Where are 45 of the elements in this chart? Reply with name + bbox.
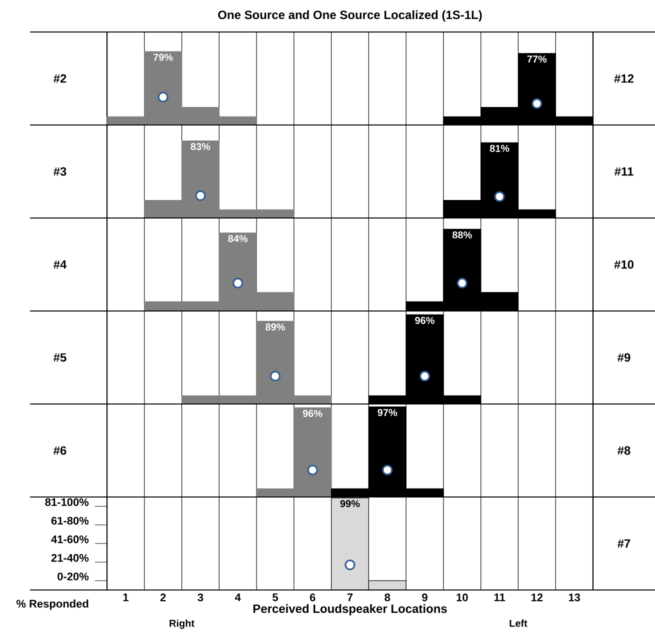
text: Right bbox=[170, 620, 194, 629]
x-tick-label: 3 bbox=[198, 594, 204, 602]
text: % Responded bbox=[16, 600, 88, 610]
text: 41-60% bbox=[51, 535, 89, 544]
data-label: 77% bbox=[527, 56, 547, 63]
data-label: 96% bbox=[415, 316, 435, 324]
x-tick-label: 1 bbox=[123, 594, 128, 602]
y-axis-title: #6 bbox=[54, 446, 66, 455]
y2-axis-title: #7 bbox=[618, 539, 630, 548]
y2-axis-title: #11 bbox=[614, 167, 634, 176]
x-tick-label: 5 bbox=[272, 594, 278, 602]
x-tick-label: 12 bbox=[531, 594, 543, 602]
data-label: 88% bbox=[452, 231, 472, 238]
x-tick-label: 9 bbox=[422, 594, 428, 602]
data-label: 81% bbox=[490, 144, 510, 152]
x-tick-label: 8 bbox=[384, 594, 390, 602]
text: 0-20% bbox=[58, 572, 89, 580]
y-axis-title: #2 bbox=[54, 74, 66, 83]
data-label: 99% bbox=[340, 500, 360, 508]
x-tick-label: 6 bbox=[310, 594, 316, 602]
y2-axis-title: #8 bbox=[618, 446, 630, 455]
y2-axis-title: #10 bbox=[614, 260, 634, 269]
y2-axis-title: #9 bbox=[618, 353, 630, 362]
text: 81-100% bbox=[45, 498, 89, 506]
x-axis-title: Perceived Loudspeaker Locations bbox=[253, 604, 447, 616]
text: 61-80% bbox=[51, 516, 89, 525]
data-label: 84% bbox=[228, 235, 248, 242]
text: Left bbox=[510, 620, 528, 627]
x-tick-label: 11 bbox=[494, 594, 506, 602]
x-tick-label: 10 bbox=[456, 594, 468, 602]
data-label: 96% bbox=[302, 410, 322, 417]
x-tick-label: 4 bbox=[234, 594, 241, 602]
text: 21-40% bbox=[51, 554, 89, 562]
x-tick-label: 13 bbox=[568, 594, 580, 602]
y-axis-title: #5 bbox=[54, 353, 66, 362]
data-label: 79% bbox=[154, 54, 173, 61]
x-tick-label: 7 bbox=[347, 594, 353, 602]
x-tick-label: 2 bbox=[160, 594, 166, 602]
y2-axis-title: #12 bbox=[614, 74, 634, 83]
y-axis-title: #4 bbox=[54, 260, 67, 269]
chart-title: One Source and One Source Localized (1S-1L) bbox=[218, 10, 482, 22]
y-axis-title: #3 bbox=[54, 167, 66, 176]
data-label: 97% bbox=[378, 408, 398, 416]
data-label: 83% bbox=[190, 143, 210, 150]
data-label: 89% bbox=[266, 323, 285, 330]
